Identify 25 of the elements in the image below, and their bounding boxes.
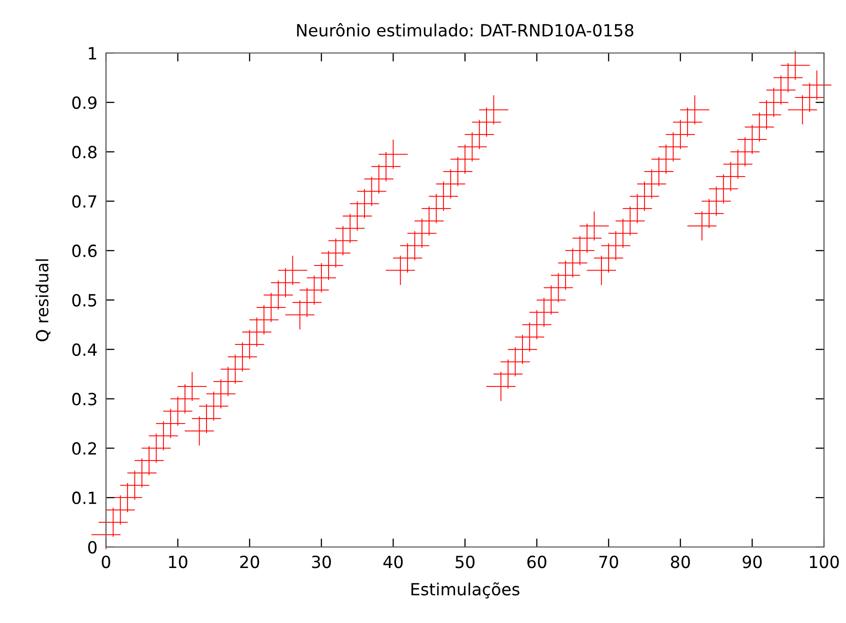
y-tick-label: 0.2 [72, 442, 96, 455]
y-tick-label: 0.1 [72, 492, 96, 504]
x-axis-title: Estimulações [411, 582, 520, 598]
x-tick-label: 80 [670, 556, 690, 568]
x-tick-label: 10 [169, 556, 188, 568]
x-tick-label: 100 [810, 556, 839, 568]
x-tick-label: 40 [383, 556, 403, 568]
x-tick-label: 20 [240, 556, 260, 568]
y-tick-label: 0.9 [72, 96, 96, 109]
y-tick-label: 0.7 [72, 195, 96, 208]
y-tick-label: 0.3 [72, 392, 96, 406]
x-tick-label: 30 [312, 556, 331, 568]
x-tick-label: 60 [527, 556, 546, 568]
y-axis-title: Q residual [36, 259, 50, 342]
chart-title: Neurônio estimulado: DAT-RND10A-0158 [297, 23, 634, 37]
y-tick-label: 0.5 [72, 294, 96, 307]
y-tick-label: 0.8 [72, 146, 97, 158]
x-tick-label: 0 [102, 556, 110, 568]
x-tick-label: 90 [742, 556, 762, 568]
y-tick-label: 0.6 [72, 244, 97, 258]
y-tick-label: 1 [88, 47, 96, 60]
x-tick-label: 70 [599, 556, 618, 568]
y-tick-label: 0 [88, 540, 97, 554]
y-tick-label: 0.4 [72, 343, 97, 356]
x-tick-label: 50 [456, 556, 474, 568]
